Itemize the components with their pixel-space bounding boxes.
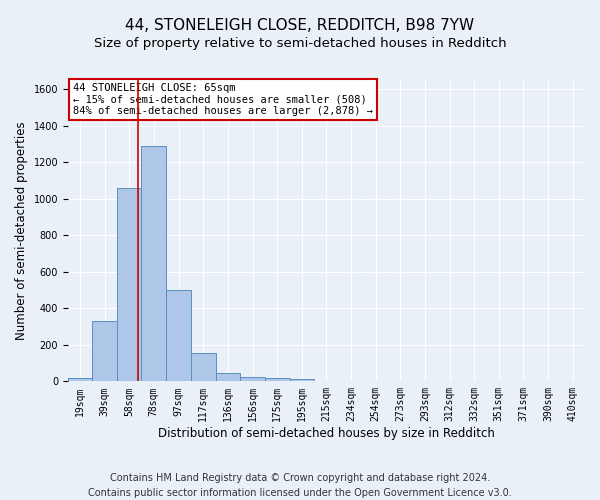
Text: Contains HM Land Registry data © Crown copyright and database right 2024.
Contai: Contains HM Land Registry data © Crown c… <box>88 472 512 498</box>
Bar <box>290 379 314 382</box>
X-axis label: Distribution of semi-detached houses by size in Redditch: Distribution of semi-detached houses by … <box>158 427 495 440</box>
Bar <box>240 377 265 382</box>
Text: 44 STONELEIGH CLOSE: 65sqm
← 15% of semi-detached houses are smaller (508)
84% o: 44 STONELEIGH CLOSE: 65sqm ← 15% of semi… <box>73 83 373 116</box>
Bar <box>68 378 92 382</box>
Bar <box>141 146 166 382</box>
Y-axis label: Number of semi-detached properties: Number of semi-detached properties <box>15 122 28 340</box>
Bar <box>166 290 191 382</box>
Bar <box>117 188 141 382</box>
Bar <box>92 321 117 382</box>
Bar <box>215 372 240 382</box>
Text: Size of property relative to semi-detached houses in Redditch: Size of property relative to semi-detach… <box>94 38 506 51</box>
Text: 44, STONELEIGH CLOSE, REDDITCH, B98 7YW: 44, STONELEIGH CLOSE, REDDITCH, B98 7YW <box>125 18 475 32</box>
Bar <box>191 353 215 382</box>
Bar <box>265 378 290 382</box>
